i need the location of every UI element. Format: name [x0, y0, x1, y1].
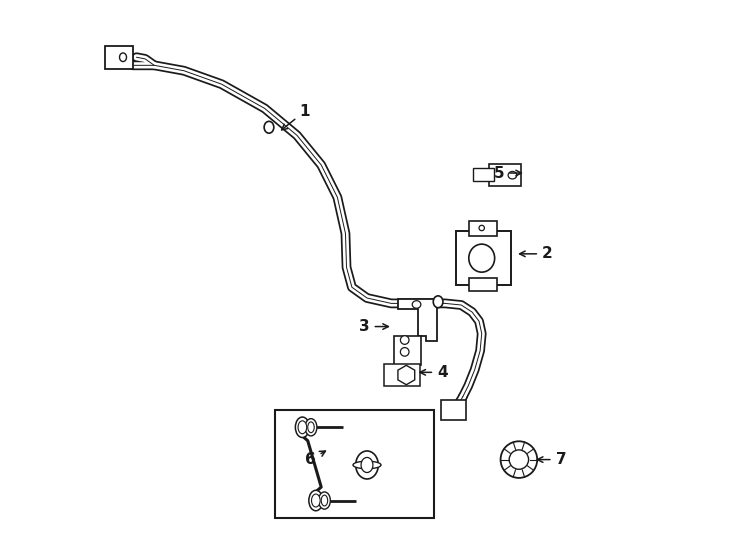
Text: 5: 5 — [494, 166, 521, 180]
Ellipse shape — [353, 461, 381, 469]
Ellipse shape — [308, 422, 314, 433]
Text: 2: 2 — [520, 246, 553, 261]
Ellipse shape — [400, 336, 409, 345]
FancyBboxPatch shape — [473, 168, 494, 181]
Ellipse shape — [305, 418, 317, 436]
Ellipse shape — [361, 457, 373, 472]
Text: 3: 3 — [359, 319, 388, 334]
Ellipse shape — [298, 421, 307, 434]
Ellipse shape — [413, 301, 421, 308]
Ellipse shape — [508, 171, 517, 179]
FancyBboxPatch shape — [489, 165, 521, 186]
FancyBboxPatch shape — [456, 231, 511, 285]
Ellipse shape — [311, 494, 320, 507]
Ellipse shape — [120, 53, 126, 62]
Ellipse shape — [264, 122, 274, 133]
FancyBboxPatch shape — [469, 278, 497, 291]
Bar — [275, 410, 435, 518]
Circle shape — [501, 441, 537, 478]
Ellipse shape — [319, 492, 330, 509]
FancyBboxPatch shape — [384, 364, 420, 386]
Polygon shape — [398, 299, 437, 341]
FancyBboxPatch shape — [441, 400, 465, 420]
FancyBboxPatch shape — [105, 46, 134, 69]
Ellipse shape — [433, 296, 443, 308]
Ellipse shape — [295, 417, 309, 437]
Ellipse shape — [479, 225, 484, 231]
Ellipse shape — [400, 348, 409, 356]
Ellipse shape — [469, 244, 495, 272]
Text: 4: 4 — [420, 365, 448, 380]
Ellipse shape — [356, 451, 378, 479]
Text: 6: 6 — [305, 451, 325, 467]
Ellipse shape — [309, 490, 323, 511]
Text: 7: 7 — [537, 452, 566, 467]
FancyBboxPatch shape — [469, 221, 497, 236]
Ellipse shape — [321, 495, 327, 506]
Text: 1: 1 — [282, 104, 310, 130]
Circle shape — [509, 450, 528, 469]
FancyBboxPatch shape — [394, 336, 421, 365]
